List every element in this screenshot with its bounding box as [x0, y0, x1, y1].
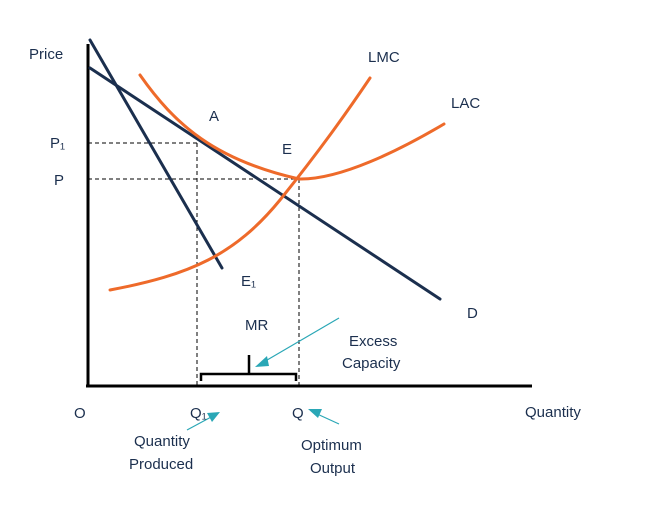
- demand-label: D: [467, 305, 478, 322]
- x-axis-label: Quantity: [525, 404, 581, 421]
- lac-curve: [138, 73, 446, 181]
- optimum-output-arrowhead: [308, 409, 322, 418]
- quantity-produced-arrowhead: [207, 412, 220, 422]
- tick-label-p1: P₁: [50, 135, 65, 152]
- excess-capacity-arrow: [261, 317, 340, 364]
- y-axis-label: Price: [29, 46, 63, 63]
- excess-capacity-arrowhead: [255, 356, 269, 367]
- mr-curve: [88, 38, 224, 270]
- tick-label-q: Q: [292, 405, 304, 422]
- lmc-label: LMC: [368, 49, 400, 66]
- origin-label: O: [74, 405, 86, 422]
- point-e1-label: E₁: [241, 273, 256, 290]
- tick-label-p: P: [54, 172, 64, 189]
- point-e-label: E: [282, 141, 292, 158]
- lac-label: LAC: [451, 95, 480, 112]
- lmc-curve: [108, 76, 372, 292]
- tick-label-q1: Q₁: [190, 405, 207, 422]
- optimum-output-text-line1: Optimum: [301, 437, 362, 454]
- excess-capacity-brace: [199, 372, 298, 381]
- quantity-produced-text-line1: Quantity: [134, 433, 190, 450]
- quantity-produced-arrow: [186, 415, 214, 431]
- mr-label: MR: [245, 317, 268, 334]
- demand-curve: [88, 66, 442, 301]
- excess-capacity-text-line1: Excess: [349, 333, 397, 350]
- excess-capacity-text-line2: Capacity: [342, 355, 401, 372]
- quantity-produced-text-line2: Produced: [129, 456, 193, 473]
- point-a-label: A: [209, 108, 219, 125]
- optimum-output-text-line2: Output: [310, 460, 356, 477]
